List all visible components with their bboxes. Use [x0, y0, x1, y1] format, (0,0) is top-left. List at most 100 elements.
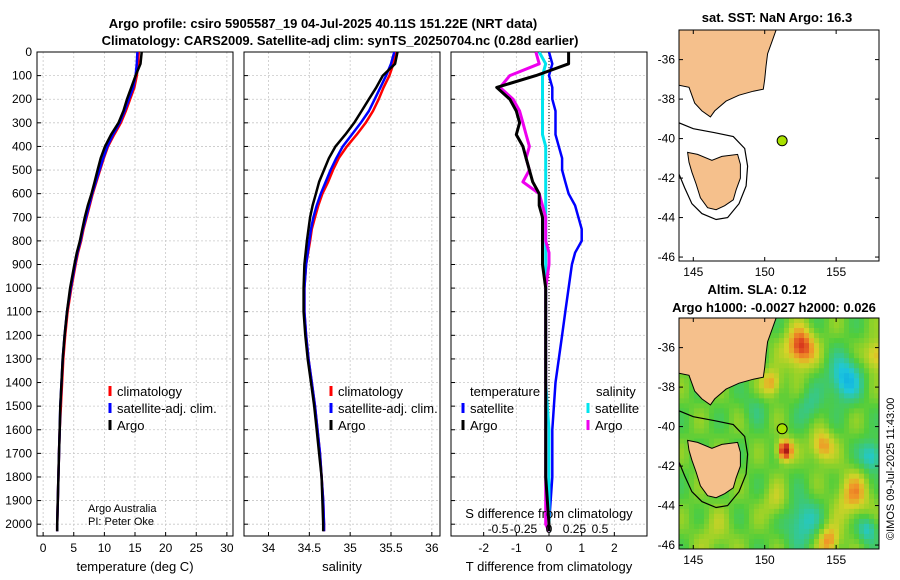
sla-cell	[794, 418, 800, 424]
sla-cell	[789, 443, 795, 449]
sla-cell	[819, 393, 825, 399]
sla-cell	[779, 363, 785, 369]
sla-cell	[859, 433, 865, 439]
sla-cell	[864, 408, 870, 414]
sla-cell	[734, 523, 740, 530]
sla-cell	[774, 383, 780, 389]
sla-cell	[834, 518, 840, 525]
sla-cell	[799, 538, 805, 545]
sla-cell	[844, 503, 850, 510]
sla-cell	[839, 408, 845, 414]
sla-cell	[809, 348, 815, 354]
sla-cell	[834, 348, 840, 354]
sla-cell	[834, 493, 840, 500]
sla-cell	[874, 348, 879, 354]
sla-cell	[779, 493, 785, 500]
shelf-contour	[679, 410, 749, 509]
sla-cell	[814, 338, 820, 344]
sla-cell	[724, 503, 730, 510]
copyright-text: ©IMOS 09-Jul-2025 11:43:00	[885, 398, 897, 540]
sla-cell	[869, 453, 875, 460]
sla-cell	[779, 348, 785, 354]
sla-cell	[844, 453, 850, 460]
sla-cell	[784, 503, 790, 510]
sla-cell	[744, 453, 750, 460]
sla-cell	[854, 323, 860, 329]
sla-cell	[799, 338, 805, 344]
sla-cell	[829, 498, 835, 505]
sla-cell	[779, 443, 785, 449]
sla-cell	[684, 538, 690, 545]
sla-cell	[874, 323, 879, 329]
sla-cell	[684, 378, 690, 384]
sla-cell	[844, 443, 850, 449]
sla-cell	[754, 463, 760, 470]
sla-cell	[869, 468, 875, 475]
sla-cell	[824, 538, 830, 545]
sla-cell	[679, 543, 685, 549]
sla-cell	[749, 513, 755, 520]
sla-cell	[839, 363, 845, 369]
sla-cell	[864, 448, 870, 454]
sla-cell	[699, 543, 705, 549]
sla-cell	[799, 528, 805, 535]
sla-cell	[679, 378, 685, 384]
sla-cell	[869, 483, 875, 490]
sla-cell	[714, 543, 720, 549]
sla-cell	[679, 393, 685, 399]
sla-cell	[809, 338, 815, 344]
sla-cell	[749, 498, 755, 505]
sla-cell	[769, 433, 775, 439]
sla-cell	[759, 453, 765, 460]
sla-cell	[854, 338, 860, 344]
sla-cell	[679, 413, 685, 419]
legend-title-s: salinity	[596, 384, 636, 399]
sla-cell	[824, 443, 830, 449]
sla-cell	[709, 508, 715, 515]
sla-cell	[784, 338, 790, 344]
sla-cell	[799, 433, 805, 439]
sla-cell	[789, 488, 795, 495]
sla-cell	[804, 403, 810, 409]
sla-cell	[789, 508, 795, 515]
sla-cell	[679, 443, 685, 449]
sla-cell	[684, 373, 690, 379]
sla-cell	[784, 348, 790, 354]
sla-cell	[829, 513, 835, 520]
sla-cell	[719, 413, 725, 419]
sla-cell	[774, 513, 780, 520]
sla-cell	[814, 453, 820, 460]
sla-cell	[864, 363, 870, 369]
sla-cell	[709, 413, 715, 419]
sla-cell	[859, 468, 865, 475]
sla-cell	[789, 318, 795, 324]
sla-cell	[739, 528, 745, 535]
sla-cell	[739, 498, 745, 505]
sla-cell	[759, 408, 765, 414]
sla-cell	[839, 323, 845, 329]
sla-cell	[804, 448, 810, 454]
sla-cell	[794, 413, 800, 419]
sla-cell	[844, 478, 850, 485]
sla-cell	[744, 398, 750, 404]
sla-cell	[734, 483, 740, 490]
sla-cell	[869, 498, 875, 505]
sla-cell	[799, 483, 805, 490]
sla-cell	[859, 503, 865, 510]
sla-cell	[809, 513, 815, 520]
sla-cell	[784, 358, 790, 364]
sla-cell	[814, 443, 820, 449]
sla-cell	[819, 533, 825, 540]
sla-cell	[874, 503, 879, 510]
sla-cell	[849, 533, 855, 540]
sla-cell	[689, 393, 695, 399]
sla-cell	[834, 503, 840, 510]
sla-cell	[869, 458, 875, 465]
sla-cell	[789, 343, 795, 349]
sla-cell	[849, 408, 855, 414]
map-y-label: -42	[658, 459, 676, 473]
sla-cell	[869, 398, 875, 404]
sla-cell	[799, 323, 805, 329]
sla-cell	[779, 448, 785, 454]
sla-cell	[839, 523, 845, 530]
